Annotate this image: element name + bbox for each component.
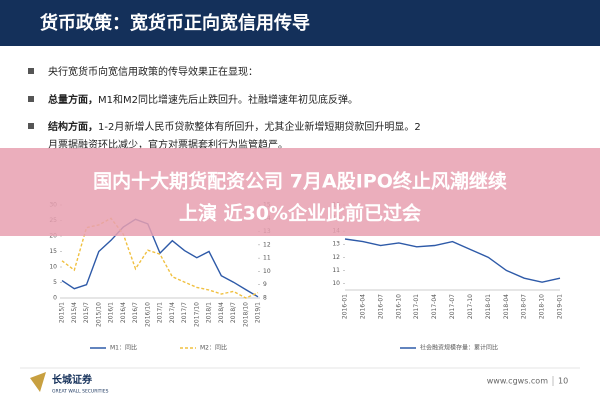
footer-brand: 长城证券 [52,373,93,386]
y-tick-label: 10 [49,264,57,271]
x-tick-label: 2017/1 [157,302,164,323]
footer-brand-en: GREAT WALL SECURITIES [52,389,109,395]
x-tick-label: 2016/4 [120,302,127,323]
x-tick-label: 2015/4 [71,302,78,323]
x-tick-label: 2017/10 [193,302,200,327]
legend-label: M1：同比 [110,344,137,352]
x-tick-label: 2016/1 [108,302,115,323]
footer-url: www.cgws.com [487,377,548,386]
x-tick-label: 2018-07 [521,294,528,319]
banner [0,148,600,236]
bullet-text: M1和M2同比增速先后止跌回升。社融增速年初见底反弹。 [98,93,358,106]
x-tick-label: 2017/4 [169,302,176,323]
y-tick-label: 5 [53,279,57,286]
legend-label: M2：同比 [200,344,227,352]
x-tick-label: 2018/1 [206,302,213,323]
x-tick-label: 2015/10 [95,302,102,327]
bullet-icon [28,96,34,102]
x-tick-label: 2018/10 [242,302,249,327]
y-tick-label: 12 [332,254,340,261]
bullet-icon [28,68,34,74]
banner-text: 国内十大期货配资公司 7月A股IPO终止风潮继续 [93,170,507,193]
y-tick-label: 10 [332,280,340,287]
header-bar [0,0,600,46]
bullet-bold: 结构方面， [48,120,98,133]
x-tick-label: 2016-10 [395,294,402,319]
x-tick-label: 2018/4 [218,302,225,323]
x-tick-label: 2019-01 [557,294,564,319]
x-tick-label: 2019/1 [255,302,262,323]
bullet-text: 月票据融资环比减少，官方对票据套利行为监管趋严。 [48,138,288,151]
x-tick-label: 2017/7 [181,302,188,323]
logo-icon [30,372,46,392]
y2-tick-label: 10 [263,268,271,275]
x-tick-label: 2017-04 [431,294,438,319]
y2-tick-label: 12 [263,241,271,248]
x-tick-label: 2018-01 [485,294,492,319]
bullet-bold: 总量方面， [48,93,98,106]
x-tick-label: 2018/7 [230,302,237,323]
x-tick-label: 2017-10 [467,294,474,319]
bullet-text: 结构方面，1-2月新增人民币贷款整体有所回升，尤其企业新增短期贷款回升明显。2 [48,120,421,133]
y2-tick-label: 9 [263,281,267,288]
footer-page: 10 [558,377,568,386]
banner-text: 上演 近30%企业此前已过会 [179,202,421,225]
y-tick-label: 13 [332,241,340,248]
y2-tick-label: 11 [263,255,271,262]
x-tick-label: 2016-07 [377,294,384,319]
header-title: 货币政策：宽货币正向宽信用传导 [40,12,310,34]
y2-tick-label: 8 [263,295,267,302]
x-tick-label: 2018-04 [503,294,510,319]
x-tick-label: 2017-07 [449,294,456,319]
bullet-text: 1-2月新增人民币贷款整体有所回升，尤其企业新增短期贷款回升明显。2 [98,120,421,133]
y-tick-label: 15 [49,248,57,255]
series-line [61,218,259,298]
x-tick-label: 2016-04 [359,294,366,319]
x-tick-label: 2016/7 [132,302,139,323]
x-tick-label: 2018-10 [539,294,546,319]
bullet-icon [28,123,34,129]
x-tick-label: 2015/7 [83,302,90,323]
x-tick-label: 2017-01 [413,294,420,319]
bullet-text: 央行宽货币向宽信用政策的传导效果正在显现： [48,65,258,78]
series-line [344,238,561,283]
y-tick-label: 0 [53,295,57,302]
x-tick-label: 2016/10 [144,302,151,327]
y-tick-label: 11 [332,267,340,274]
x-tick-label: 2016-01 [342,294,349,319]
bullet-text: 总量方面，M1和M2同比增速先后止跌回升。社融增速年初见底反弹。 [48,93,358,106]
x-tick-label: 2015/1 [59,302,66,323]
bullets: 央行宽货币向宽信用政策的传导效果正在显现： 总量方面，M1和M2同比增速先后止跌… [28,65,421,151]
legend-label: 社会融资规模存量：累计同比 [420,344,498,352]
